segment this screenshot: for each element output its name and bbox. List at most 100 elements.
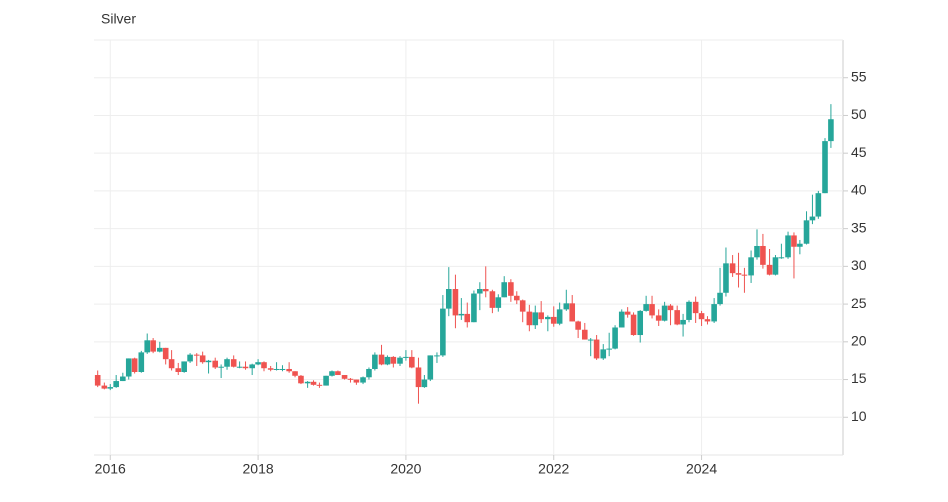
candle-body: [304, 381, 311, 384]
candle-body: [661, 305, 668, 321]
candle-body: [593, 339, 600, 359]
candle-body: [532, 312, 539, 326]
candle-body: [711, 304, 717, 322]
candle-body: [168, 359, 175, 369]
candle-body: [236, 366, 243, 368]
candle-body: [545, 316, 551, 320]
candle-body: [292, 371, 298, 376]
x-tick-label: 2022: [538, 461, 569, 477]
candle-body: [791, 235, 797, 247]
y-tick-label: 35: [851, 219, 867, 235]
candle-body: [754, 245, 760, 258]
candle-body: [360, 377, 366, 383]
candle-body: [390, 356, 397, 364]
candle-body: [372, 354, 378, 369]
candle-body: [630, 314, 637, 336]
candle-body: [680, 319, 686, 325]
candle-body: [513, 295, 520, 301]
y-tick-label: 30: [851, 257, 867, 273]
candle-body: [778, 257, 785, 259]
candle-body: [378, 354, 385, 365]
candle-body: [242, 366, 249, 369]
candle-body: [125, 358, 132, 377]
y-tick-label: 50: [851, 106, 867, 122]
candle-body: [600, 349, 607, 359]
candle-body: [538, 312, 544, 320]
x-tick-label: 2016: [95, 461, 126, 477]
candle-body: [445, 289, 452, 309]
candle-body: [464, 313, 471, 323]
candle-body: [655, 315, 662, 321]
candle-body: [347, 378, 354, 380]
y-tick-label: 25: [851, 295, 867, 311]
candle-body: [575, 321, 581, 330]
x-tick-label: 2018: [243, 461, 274, 477]
candle-body: [667, 305, 674, 311]
candle-body: [273, 368, 280, 370]
candle-body: [489, 291, 496, 308]
candle-body: [748, 257, 754, 276]
candle-body: [101, 385, 108, 389]
candle-body: [569, 303, 576, 322]
candle-body: [193, 354, 200, 356]
candle-body: [131, 358, 138, 372]
chart-title: Silver: [101, 11, 136, 27]
candle-body: [107, 387, 114, 389]
candle-body: [563, 303, 570, 310]
candle-body: [482, 289, 489, 292]
candle-body: [581, 329, 588, 340]
candle-body: [618, 311, 625, 328]
candle-body: [797, 243, 803, 247]
candle-body: [723, 263, 729, 293]
candle-body: [452, 289, 459, 316]
candle-body: [279, 368, 286, 370]
x-tick-label: 2024: [686, 461, 717, 477]
candle-body: [735, 273, 742, 275]
candle-body: [556, 309, 563, 324]
candle-body: [508, 282, 514, 296]
candle-body: [501, 282, 508, 298]
candle-body: [760, 245, 766, 265]
candle-body: [649, 304, 655, 316]
y-tick-label: 55: [851, 68, 867, 84]
candle-body: [606, 348, 612, 350]
candle-body: [643, 304, 649, 311]
candle-body: [803, 220, 810, 244]
y-tick-label: 15: [851, 370, 867, 386]
candle-body: [440, 308, 446, 356]
y-tick-label: 20: [851, 333, 867, 349]
candle-body: [766, 264, 773, 275]
candle-body: [150, 340, 156, 352]
candle-body: [815, 193, 822, 217]
candle-body: [397, 357, 403, 364]
candle-body: [471, 293, 477, 323]
candle-body: [212, 360, 219, 368]
candle-body: [637, 310, 644, 336]
candle-body: [261, 362, 267, 369]
candle-body: [353, 379, 360, 383]
candle-body: [415, 367, 422, 388]
candle-body: [434, 355, 440, 357]
y-tick-label: 45: [851, 144, 867, 160]
candle-body: [286, 368, 292, 372]
candle-body: [409, 356, 415, 368]
candle-body: [717, 292, 723, 305]
candle-body: [341, 375, 348, 379]
candle-body: [199, 355, 206, 363]
candle-body: [113, 381, 119, 388]
x-tick-label: 2020: [390, 461, 421, 477]
candle-body: [612, 327, 618, 349]
candle-body: [698, 313, 705, 320]
candle-body: [384, 356, 391, 365]
y-tick-label: 40: [851, 182, 867, 198]
candle-body: [822, 141, 828, 194]
candle-body: [674, 310, 680, 325]
y-tick-label: 10: [851, 408, 867, 424]
candle-body: [427, 355, 434, 380]
candle-body: [335, 371, 341, 376]
candle-body: [120, 376, 126, 382]
candle-body: [828, 119, 834, 142]
candle-body: [692, 301, 699, 314]
candle-body: [94, 375, 101, 386]
candle-body: [224, 359, 230, 367]
